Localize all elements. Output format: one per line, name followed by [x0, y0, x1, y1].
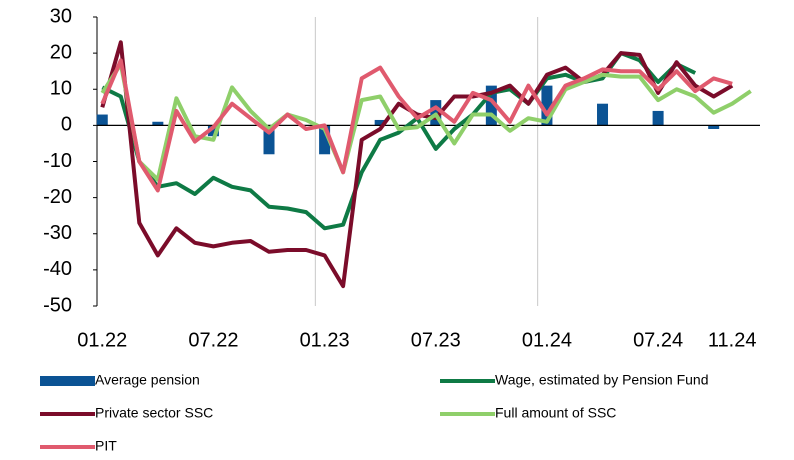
bar: [319, 125, 331, 155]
y-tick-label: 0: [61, 114, 72, 136]
y-tick-label: 10: [50, 78, 72, 100]
bar: [485, 85, 497, 126]
legend-label: Private sector SSC: [95, 405, 213, 421]
x-tick-label: 07.22: [188, 329, 238, 351]
y-tick-label: -50: [43, 294, 72, 316]
x-tick-label: 01.23: [300, 329, 350, 351]
line: [101, 51, 697, 231]
line: [100, 62, 752, 182]
bar: [652, 110, 664, 126]
bar: [96, 114, 108, 126]
y-tick-label: -30: [43, 222, 72, 244]
bar: [541, 85, 553, 126]
x-tick-label: 07.23: [411, 329, 461, 351]
y-tick-label: -20: [43, 186, 72, 208]
line: [100, 40, 734, 289]
bar: [708, 125, 720, 129]
x-tick-label: 01.22: [77, 329, 127, 351]
y-tick-label: 20: [50, 41, 72, 63]
bar: [597, 103, 609, 126]
y-tick-label: -10: [43, 150, 72, 172]
x-tick-label: 11.24: [708, 329, 757, 351]
bar: [374, 119, 386, 126]
x-tick-label: 07.24: [633, 329, 683, 351]
legend-label: PIT: [95, 438, 117, 454]
y-tick-label: 30: [50, 5, 72, 27]
line: [100, 58, 733, 193]
bar: [152, 121, 164, 126]
legend-label: Average pension: [95, 372, 200, 388]
legend-label: Wage, estimated by Pension Fund: [495, 372, 709, 388]
bar: [207, 125, 219, 137]
x-tick-label: 01.24: [522, 329, 572, 351]
bar: [263, 125, 275, 155]
legend-label: Full amount of SSC: [495, 405, 616, 421]
y-tick-label: -40: [43, 258, 72, 280]
